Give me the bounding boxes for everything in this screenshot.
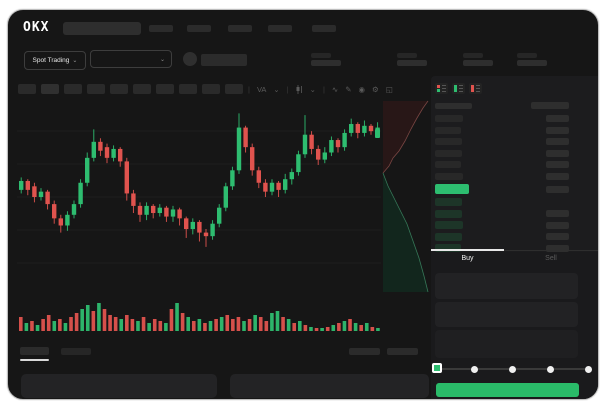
stat-value-placeholder xyxy=(463,60,493,66)
stat-label-placeholder xyxy=(463,53,483,58)
stat-label-placeholder xyxy=(311,53,331,58)
line-tool-icon[interactable]: ∿ xyxy=(331,84,339,94)
chart-settings-icon[interactable]: ⚙ xyxy=(372,84,379,94)
tab-buy[interactable]: Buy xyxy=(461,255,474,262)
chart-bottom-action[interactable] xyxy=(387,348,418,355)
chart-bottom-tab-active[interactable] xyxy=(20,347,49,355)
depth-chart[interactable] xyxy=(381,96,431,301)
interval-button[interactable] xyxy=(179,84,197,94)
pair-name-placeholder xyxy=(201,54,247,66)
ask-row[interactable] xyxy=(435,149,569,157)
interval-button[interactable] xyxy=(133,84,151,94)
interval-button[interactable] xyxy=(156,84,174,94)
ask-row[interactable] xyxy=(435,115,569,122)
bid-row[interactable] xyxy=(435,209,569,218)
stat-value-placeholder xyxy=(311,60,341,66)
candlestick-chart[interactable] xyxy=(17,106,381,294)
last-price-row[interactable] xyxy=(435,184,569,194)
fullscreen-icon[interactable]: ◱ xyxy=(385,84,393,94)
ask-row[interactable] xyxy=(435,172,569,180)
orderbook-view-asks-icon[interactable] xyxy=(469,83,482,94)
interval-button[interactable] xyxy=(64,84,82,94)
interval-button[interactable] xyxy=(18,84,36,94)
chart-toolbar-icons: | VA ⌄ | ⌄ | ∿ ✎ ◉ ⚙ ◱ xyxy=(248,82,393,96)
market-mode-dropdown[interactable]: Spot Trading ⌄ xyxy=(24,51,86,70)
slider-dot-25[interactable] xyxy=(471,365,478,373)
chevron-down-icon[interactable]: ⌄ xyxy=(273,84,280,94)
market-mode-label: Spot Trading xyxy=(32,57,70,64)
orders-panel-placeholder xyxy=(21,374,217,398)
orderbook-view-bids-icon[interactable] xyxy=(452,83,465,94)
tab-sell[interactable]: Sell xyxy=(545,255,557,262)
stat-label-placeholder xyxy=(397,53,417,58)
bid-row[interactable] xyxy=(435,221,569,229)
pair-coin-icon xyxy=(183,52,197,66)
last-price-tag xyxy=(375,129,380,138)
orderbook-header[interactable] xyxy=(435,102,569,109)
stat-value-placeholder xyxy=(517,60,547,66)
nav-item-placeholder[interactable] xyxy=(149,25,173,32)
slider-dot-100[interactable] xyxy=(585,365,592,373)
active-tab-underline xyxy=(20,359,49,361)
okx-app-window: OKX Spot Trading ⌄ ⌄ xyxy=(7,9,599,400)
volume-chart xyxy=(19,303,380,331)
last-price-bar xyxy=(435,184,469,194)
okx-logo: OKX xyxy=(23,20,50,35)
nav-item-placeholder[interactable] xyxy=(268,25,292,32)
indicator-label[interactable]: VA xyxy=(256,84,267,94)
trading-pair-dropdown[interactable]: ⌄ xyxy=(90,50,172,68)
ask-row[interactable] xyxy=(435,161,569,168)
stat-label-placeholder xyxy=(517,53,537,58)
trade-side-panel: Buy Sell xyxy=(431,76,598,399)
toolbar-divider: | xyxy=(248,84,250,94)
slider-dot-50[interactable] xyxy=(509,365,516,373)
candle-type-icon[interactable] xyxy=(296,84,303,94)
nav-item-placeholder[interactable] xyxy=(187,25,211,32)
chart-bottom-tab[interactable] xyxy=(61,348,91,355)
history-panel-placeholder xyxy=(230,374,429,398)
total-input[interactable] xyxy=(435,330,578,358)
chevron-down-icon: ⌄ xyxy=(159,56,165,63)
interval-button[interactable] xyxy=(225,84,243,94)
draw-tool-icon[interactable]: ✎ xyxy=(345,84,352,94)
interval-button[interactable] xyxy=(41,84,59,94)
ask-row[interactable] xyxy=(435,126,569,134)
chevron-down-icon: ⌄ xyxy=(72,58,78,64)
chart-bottom-action[interactable] xyxy=(349,348,380,355)
tab-divider xyxy=(431,250,598,251)
bid-row[interactable] xyxy=(435,198,569,206)
search-input[interactable] xyxy=(63,22,141,35)
chevron-down-icon[interactable]: ⌄ xyxy=(309,84,316,94)
slider-dot-75[interactable] xyxy=(547,365,554,373)
bid-row[interactable] xyxy=(435,232,569,241)
buy-button[interactable] xyxy=(436,383,579,397)
amount-slider-handle[interactable] xyxy=(432,363,442,373)
orderbook-rows[interactable] xyxy=(435,102,569,256)
nav-item-placeholder[interactable] xyxy=(228,25,252,32)
interval-button[interactable] xyxy=(87,84,105,94)
ask-row[interactable] xyxy=(435,138,569,145)
toolbar-divider: | xyxy=(286,84,289,94)
nav-item-placeholder[interactable] xyxy=(312,25,336,32)
orderbook-view-combined-icon[interactable] xyxy=(435,83,448,94)
interval-button[interactable] xyxy=(202,84,220,94)
stat-value-placeholder xyxy=(397,60,427,66)
price-input[interactable] xyxy=(435,273,578,299)
toolbar-divider: | xyxy=(322,84,325,94)
interval-button[interactable] xyxy=(110,84,128,94)
bid-row[interactable] xyxy=(435,244,569,252)
snapshot-icon[interactable]: ◉ xyxy=(358,84,366,94)
amount-input[interactable] xyxy=(435,302,578,327)
buy-tab-active-indicator xyxy=(431,249,504,251)
